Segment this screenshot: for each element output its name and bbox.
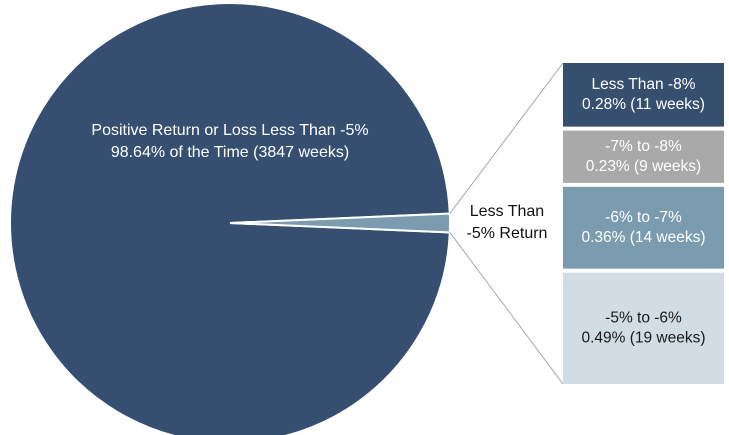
breakdown-bar (563, 63, 724, 384)
pie-slice-small-label: Less Than -5% Return (467, 203, 548, 242)
breakdown-label: -5% to -6% 0.49% (19 weeks) (581, 309, 705, 346)
breakdown-segment (563, 63, 724, 127)
pie-slice-main-label: Positive Return or Loss Less Than -5% 98.… (91, 122, 368, 161)
breakdown-label: -6% to -7% 0.36% (14 weeks) (581, 209, 705, 246)
breakdown-label: Less Than -8% 0.28% (11 weeks) (582, 76, 705, 113)
labels: Less Than -8% 0.28% (11 weeks) -7% to -8% 0… (91, 76, 705, 347)
breakdown-segment (563, 130, 724, 183)
breakdown-label-line: -5% to -6% (605, 309, 682, 326)
breakdown-label-line: 0.23% (9 weeks) (586, 158, 701, 175)
pie-slice-small (229, 212, 451, 234)
breakdown-label-line: -6% to -7% (605, 209, 682, 226)
pie-slice-small-label-line: -5% Return (467, 225, 548, 242)
pie-slice-main-label-line: Positive Return or Loss Less Than -5% (91, 122, 368, 139)
breakdown-label-line: Less Than -8% (592, 76, 696, 93)
breakdown-label-line: 0.36% (14 weeks) (581, 229, 705, 246)
pie (9, 2, 451, 435)
breakdown-label: -7% to -8% 0.23% (9 weeks) (586, 138, 701, 175)
connector-line-bottom (449, 232, 564, 385)
pie-slice-small-label-line: Less Than (470, 203, 544, 220)
breakdown-segment (563, 186, 724, 269)
breakdown-segment (563, 272, 724, 384)
connector-line-top (449, 62, 564, 214)
breakdown-label-line: 0.28% (11 weeks) (582, 96, 705, 113)
breakdown-label-line: -7% to -8% (605, 138, 682, 155)
connector-lines (449, 62, 564, 385)
pie-slice-main (9, 2, 451, 435)
pie-slice-main-label-line: 98.64% of the Time (3847 weeks) (111, 144, 349, 161)
breakdown-label-line: 0.49% (19 weeks) (581, 329, 705, 346)
